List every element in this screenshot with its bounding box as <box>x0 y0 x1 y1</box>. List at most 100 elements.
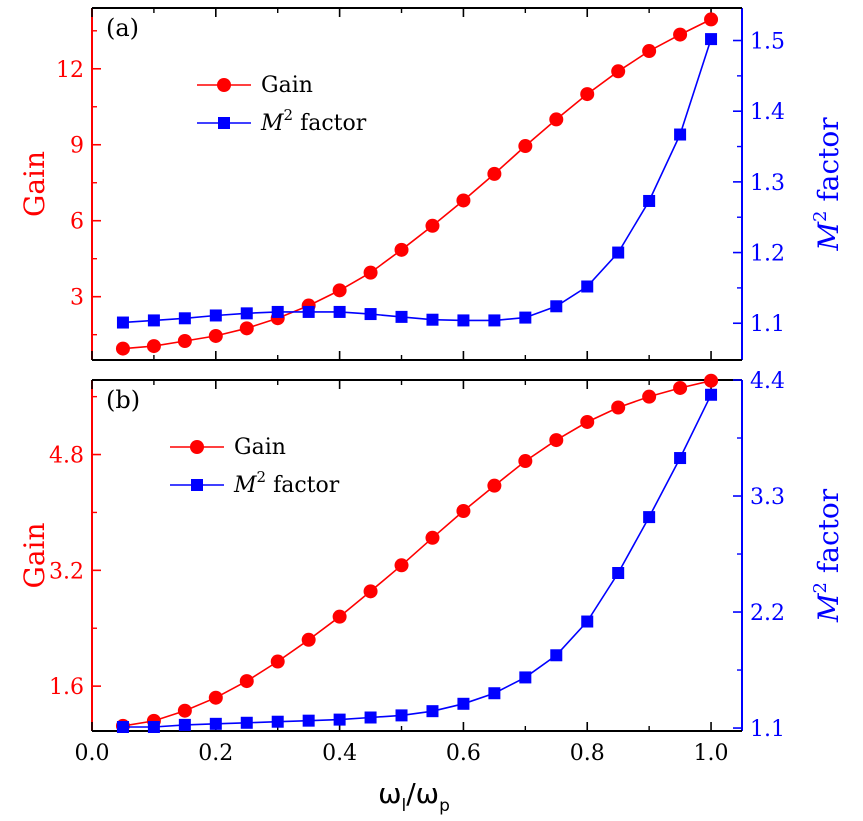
gain-point <box>332 609 347 624</box>
m2-factor-line <box>123 394 712 728</box>
m2-factor-point <box>364 308 377 321</box>
m2-factor-point <box>705 33 718 46</box>
right-axis-title: M2 factor <box>810 117 845 252</box>
legend-m2-label: M2 factor <box>233 468 340 498</box>
x-axis-title-sub1: l <box>402 796 407 816</box>
legend-gain-label: Gain <box>261 73 313 98</box>
right-tick-label: 1.1 <box>750 717 785 742</box>
gain-point <box>549 433 564 448</box>
gain-point <box>642 44 657 59</box>
gain-point <box>208 328 223 343</box>
right-axis-title-rest: factor <box>812 488 845 582</box>
legend-gain-marker <box>190 440 204 454</box>
x-tick-label: 0.8 <box>570 741 605 766</box>
m2-factor-point <box>147 314 160 327</box>
right-tick-label: 1.2 <box>750 242 785 267</box>
gain-point <box>518 454 533 469</box>
right-tick-label: 1.4 <box>750 100 785 125</box>
m2-factor-point <box>178 718 191 731</box>
legend-gain-marker <box>217 78 231 92</box>
m2-factor-point <box>426 313 439 326</box>
gain-point <box>487 166 502 181</box>
gain-point <box>611 400 626 415</box>
m2-factor-point <box>178 312 191 325</box>
m2-factor-point <box>147 720 160 733</box>
x-tick-label: 0.6 <box>446 741 481 766</box>
right-tick-label: 1.1 <box>750 312 785 337</box>
x-axis-title-sub2: p <box>439 796 450 816</box>
m2-factor-point <box>209 309 222 322</box>
right-tick-label: 1.3 <box>750 171 785 196</box>
m2-factor-point <box>550 300 563 313</box>
m2-factor-point <box>333 305 346 318</box>
m2-factor-point <box>209 717 222 730</box>
gain-point <box>456 193 471 208</box>
gain-point <box>456 503 471 518</box>
m2-factor-point <box>581 280 594 293</box>
m2-factor-point <box>488 687 501 700</box>
x-axis-title: ωl/ωp <box>378 777 450 816</box>
m2-factor-point <box>116 720 129 733</box>
right-axis-title-sup: 2 <box>810 582 831 593</box>
gain-point <box>394 242 409 257</box>
gain-point <box>642 389 657 404</box>
legend-m2-sup: 2 <box>257 468 267 486</box>
m2-factor-point <box>457 697 470 710</box>
left-tick-label: 6 <box>70 210 84 235</box>
m2-factor-point <box>519 671 532 684</box>
m2-factor-point <box>643 194 656 207</box>
legend-gain-label: Gain <box>234 435 286 460</box>
legend: Gain M2 factor <box>197 73 367 136</box>
gain-point <box>580 87 595 102</box>
gain-point <box>394 558 409 573</box>
x-tick-label: 0.4 <box>322 741 357 766</box>
gain-point <box>425 530 440 545</box>
legend-m2-label: M2 factor <box>260 106 367 136</box>
m2-factor-point <box>302 714 315 727</box>
gain-point <box>270 654 285 669</box>
gain-point <box>425 218 440 233</box>
x-axis-title-main: ω <box>378 777 401 810</box>
right-tick-label: 2.2 <box>750 601 785 626</box>
right-axis-title-sup: 2 <box>810 211 831 222</box>
m2-factor-point <box>550 649 563 662</box>
legend: Gain M2 factor <box>170 435 340 498</box>
m2-factor-point <box>519 311 532 324</box>
x-tick-label: 0.0 <box>75 741 110 766</box>
x-tick-label: 0.2 <box>198 741 233 766</box>
right-tick-label: 4.4 <box>750 369 785 394</box>
gain-point <box>704 373 719 388</box>
left-tick-label: 9 <box>70 134 84 159</box>
legend-m2-marker <box>218 117 230 129</box>
gain-point <box>518 139 533 154</box>
m2-factor-point <box>705 388 718 401</box>
legend-m2-rest: factor <box>293 111 367 136</box>
m2-factor-point <box>271 305 284 318</box>
gain-point <box>487 478 502 493</box>
gain-point <box>363 584 378 599</box>
m2-factor-point <box>271 715 284 728</box>
right-axis-title-base: M <box>812 221 845 252</box>
gain-point <box>673 380 688 395</box>
m2-factor-point <box>395 709 408 722</box>
gain-point <box>332 283 347 298</box>
right-tick-label: 3.3 <box>750 485 785 510</box>
gain-point <box>611 64 626 79</box>
legend-m2-base: M <box>233 473 257 498</box>
right-axis-title: M2 factor <box>810 488 845 623</box>
m2-factor-point <box>674 452 687 465</box>
gain-point <box>177 334 192 349</box>
m2-factor-point <box>581 615 594 628</box>
m2-factor-point <box>395 310 408 323</box>
gain-point <box>208 690 223 705</box>
m2-factor-line <box>122 38 712 324</box>
left-axis-title: Gain <box>18 522 51 588</box>
m2-factor-point <box>116 316 129 329</box>
left-axis-title: Gain <box>18 151 51 217</box>
left-tick-label: 3 <box>70 286 84 311</box>
m2-factor-point <box>457 314 470 327</box>
panel-label: (a) <box>106 14 139 42</box>
m2-factor-point <box>333 713 346 726</box>
